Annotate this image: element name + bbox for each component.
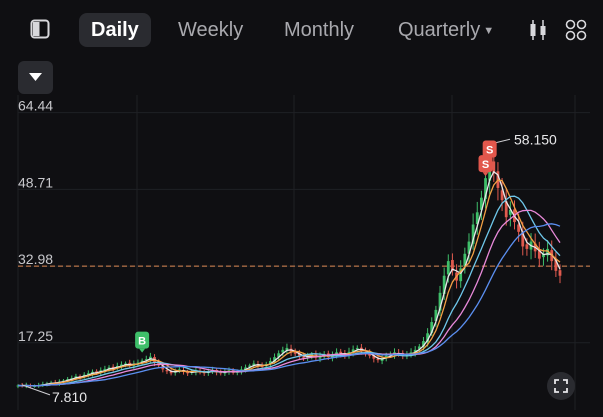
candle-body xyxy=(339,351,343,354)
candle-body xyxy=(281,349,285,353)
low-value-label: 7.810 xyxy=(52,389,87,405)
candle-body xyxy=(467,241,471,254)
candle-body xyxy=(277,353,281,357)
marker-label: S xyxy=(486,145,493,157)
candle-body xyxy=(140,360,144,363)
tab-quarterly[interactable]: Quarterly ▼ xyxy=(398,13,494,47)
candle-body xyxy=(517,224,521,232)
candle-body xyxy=(244,367,247,370)
caret-down-icon: ▼ xyxy=(483,25,495,37)
candle-body xyxy=(558,270,562,276)
y-axis-tick-label: 32.98 xyxy=(18,251,53,267)
ma-line-cyan xyxy=(17,195,561,387)
candle-body xyxy=(144,359,148,361)
candle-body xyxy=(537,250,541,259)
candle-body xyxy=(285,347,289,351)
candle-body xyxy=(66,379,70,381)
candle-body xyxy=(177,369,181,372)
candle-body xyxy=(293,351,297,354)
y-axis-tick-label: 64.44 xyxy=(18,98,53,114)
candle-body xyxy=(438,292,442,311)
candle-body xyxy=(446,261,450,275)
candlestick-icon[interactable] xyxy=(528,19,548,41)
high-value-label: 58.150 xyxy=(514,131,557,147)
candle-body xyxy=(542,253,545,258)
candle-body xyxy=(248,365,252,367)
candle-body xyxy=(546,248,549,256)
chevron-down-icon xyxy=(29,73,42,81)
candle-body xyxy=(417,346,421,349)
ma-line-blue xyxy=(17,223,561,387)
candle-body xyxy=(463,253,467,267)
candle-body xyxy=(525,244,529,249)
tab-monthly[interactable]: Monthly xyxy=(284,19,355,41)
grid-icon[interactable] xyxy=(565,19,587,41)
candle-body xyxy=(521,231,525,247)
candle-body xyxy=(103,368,107,371)
marker-label: B xyxy=(138,336,146,348)
marker-label: S xyxy=(482,159,489,171)
fullscreen-icon xyxy=(554,379,568,393)
candle-body xyxy=(554,259,558,271)
candle-body xyxy=(268,361,272,365)
candle-body xyxy=(33,385,36,387)
sell-marker xyxy=(482,140,497,158)
period-toolbar: Daily Weekly Monthly Quarterly ▼ xyxy=(0,0,603,60)
low-value-leader xyxy=(21,384,51,396)
candle-body xyxy=(508,209,512,215)
candle-body xyxy=(165,370,169,372)
y-axis-tick-label: 17.25 xyxy=(18,328,53,344)
fullscreen-button[interactable] xyxy=(547,372,575,400)
marker-pointer xyxy=(482,172,489,177)
candle-body xyxy=(376,358,380,361)
candle-body xyxy=(186,371,190,374)
tab-quarterly-label: Quarterly xyxy=(398,19,481,41)
tab-weekly[interactable]: Weekly xyxy=(178,19,244,41)
candle-body xyxy=(384,355,388,358)
ma-line-orange xyxy=(17,179,561,387)
candle-body xyxy=(157,361,161,366)
candle-body xyxy=(413,349,417,353)
candle-body xyxy=(442,275,446,294)
y-axis-tick-label: 48.71 xyxy=(18,174,53,190)
candle-body xyxy=(310,354,314,356)
candle-body xyxy=(459,268,463,282)
buy-marker xyxy=(135,331,150,349)
marker-pointer xyxy=(139,348,146,353)
candle-body xyxy=(484,178,487,199)
collapse-dropdown-button[interactable] xyxy=(18,61,53,94)
ma-line-pink xyxy=(17,209,561,387)
candle-body xyxy=(124,363,127,365)
candle-body xyxy=(355,347,359,349)
candle-body xyxy=(504,201,508,218)
candle-body xyxy=(273,357,276,362)
candle-body xyxy=(479,197,483,210)
candle-body xyxy=(302,356,305,358)
ma-line-white xyxy=(17,170,561,387)
candle-body xyxy=(252,363,256,366)
candle-body xyxy=(475,212,479,225)
candle-body xyxy=(492,161,496,174)
candle-body xyxy=(111,366,115,369)
candle-body xyxy=(471,224,475,244)
candle-body xyxy=(451,260,454,271)
sidebar-layout-icon[interactable] xyxy=(30,19,50,39)
candle-body xyxy=(86,373,90,376)
candle-body xyxy=(422,341,425,347)
candle-body xyxy=(434,309,438,321)
candle-body xyxy=(318,356,322,359)
candle-body xyxy=(430,322,434,333)
marker-pointer xyxy=(486,157,493,162)
candle-body xyxy=(169,371,173,374)
candle-body xyxy=(500,190,504,201)
candle-body xyxy=(426,333,430,343)
tab-daily[interactable]: Daily xyxy=(79,13,151,47)
candle-body xyxy=(351,349,355,353)
candle-body xyxy=(372,354,376,359)
